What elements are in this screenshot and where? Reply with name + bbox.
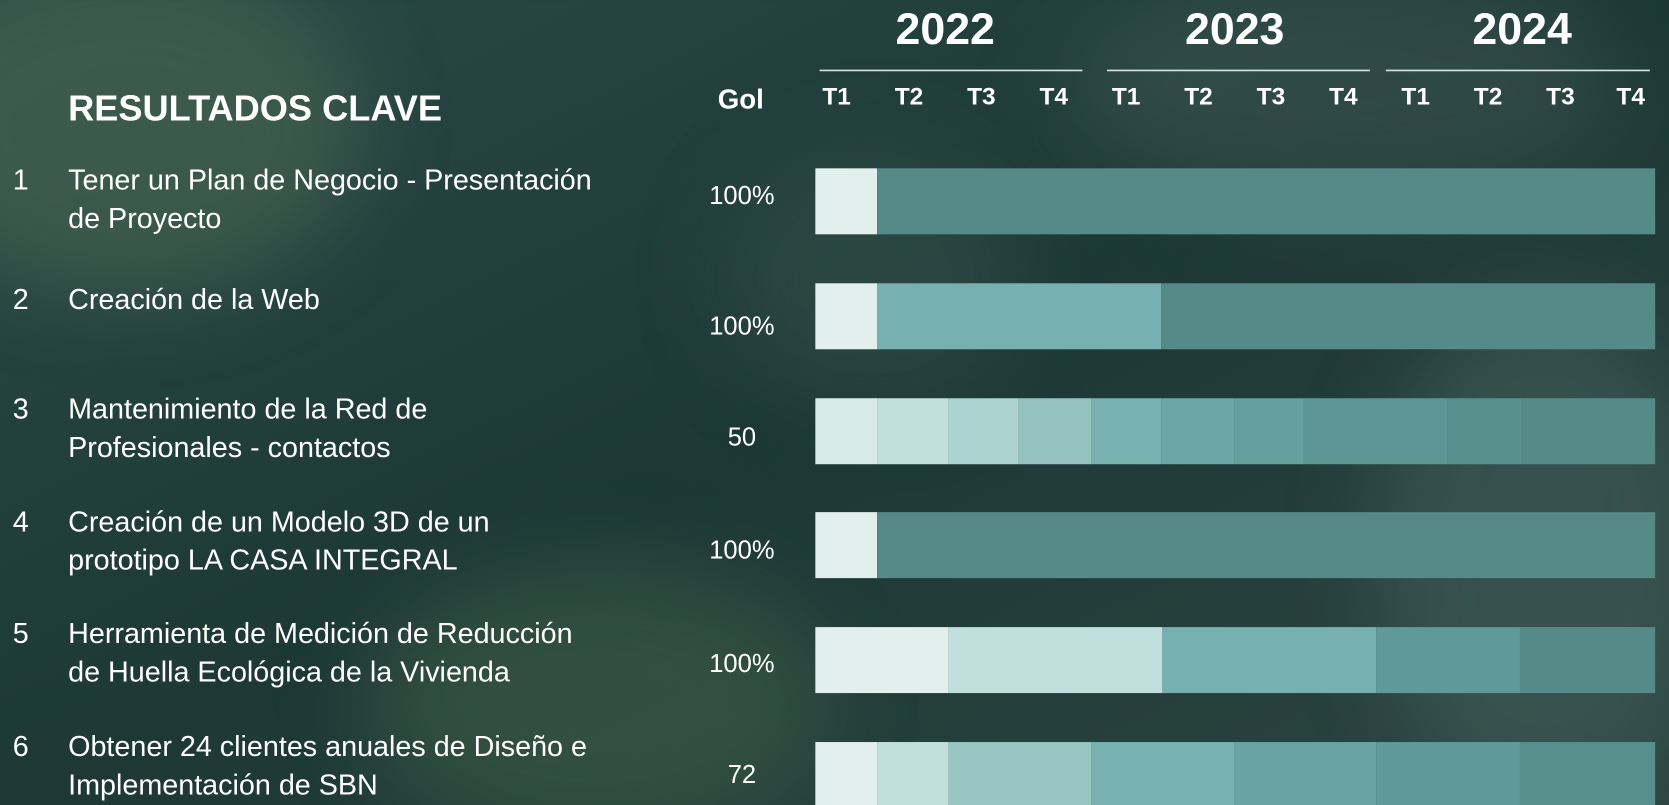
bar-row <box>815 627 1655 693</box>
row-number: 5 <box>13 618 29 650</box>
slide: RESULTADOS CLAVE Gol 2022 2023 2024 T1 T2 T3 T… <box>0 0 1669 805</box>
year-label: 2023 <box>1185 5 1284 54</box>
row-label: Creación de la Web <box>68 284 320 316</box>
quarter-label: T1 <box>1112 84 1141 111</box>
goal-value: 100% <box>709 536 774 564</box>
quarter-label: T2 <box>895 84 924 111</box>
quarter-label: T4 <box>1329 84 1358 111</box>
quarter-label: T3 <box>1257 84 1286 111</box>
quarter-label: T4 <box>1616 84 1645 111</box>
row-label: Creación de un Modelo 3D de un <box>68 506 489 538</box>
quarter-label: T1 <box>1401 84 1430 111</box>
goal-heading: Gol <box>718 84 764 115</box>
row-label: Mantenimiento de la Red de <box>68 394 427 426</box>
title: RESULTADOS CLAVE <box>68 87 442 128</box>
row-label: Profesionales - contactos <box>68 432 390 464</box>
quarter-label: T4 <box>1039 84 1068 111</box>
row-label: Tener un Plan de Negocio - Presentación <box>68 165 592 197</box>
bar-row <box>815 283 1655 349</box>
bar-row <box>815 742 1655 805</box>
bar-row <box>815 512 1655 578</box>
bar-row <box>815 168 1655 234</box>
row-label: Implementación de SBN <box>68 769 378 801</box>
quarter-label: T2 <box>1184 84 1213 111</box>
row-number: 1 <box>13 165 29 197</box>
goal-value: 100% <box>709 650 774 678</box>
year-label: 2022 <box>895 5 994 54</box>
quarter-label: T1 <box>822 84 851 111</box>
goal-value: 72 <box>728 761 756 789</box>
row-label: Herramienta de Medición de Reducción <box>68 618 572 650</box>
quarter-label: T2 <box>1474 84 1503 111</box>
row-number: 2 <box>13 284 29 316</box>
bar-row <box>815 398 1655 464</box>
goal-value: 50 <box>728 423 756 451</box>
quarter-label: T3 <box>967 84 996 111</box>
row-label: prototipo LA CASA INTEGRAL <box>68 545 458 577</box>
row-label: de Huella Ecológica de la Vivienda <box>68 657 510 689</box>
quarter-label: T3 <box>1546 84 1575 111</box>
goal-value: 100% <box>709 313 774 341</box>
row-number: 3 <box>13 394 29 426</box>
row-number: 6 <box>13 731 29 763</box>
goal-value: 100% <box>709 182 774 210</box>
page: RESULTADOS CLAVE Gol 2022 2023 2024 T1 T2 T3 T… <box>0 0 1669 805</box>
year-label: 2024 <box>1472 5 1572 54</box>
row-number: 4 <box>13 506 29 538</box>
row-label: Obtener 24 clientes anuales de Diseño e <box>68 731 587 763</box>
row-label: de Proyecto <box>68 203 221 235</box>
